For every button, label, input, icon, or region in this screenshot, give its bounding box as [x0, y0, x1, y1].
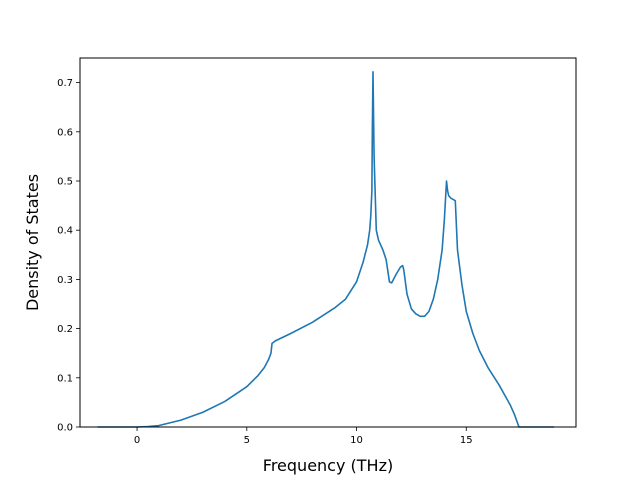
y-tick-label: 0.6 [57, 127, 73, 138]
y-tick-label: 0.1 [57, 373, 73, 384]
x-tick-label: 15 [460, 435, 473, 446]
x-axis-label: Frequency (THz) [263, 456, 393, 475]
x-tick-label: 5 [244, 435, 250, 446]
y-tick-label: 0.4 [57, 226, 73, 237]
x-tick-label: 10 [350, 435, 363, 446]
y-axis-label: Density of States [23, 174, 42, 311]
y-tick-label: 0.2 [57, 324, 73, 335]
y-tick-label: 0.5 [57, 177, 73, 188]
plot-layer [97, 70, 555, 428]
series-line-0 [97, 70, 555, 428]
plot-frame [79, 57, 577, 428]
ticks-layer: 0 5 10 15 0.0 0.1 0.2 0.3 0.4 0.5 0.6 0.7 [57, 78, 473, 446]
y-tick-label: 0.7 [57, 78, 73, 89]
x-tick-label: 0 [134, 435, 140, 446]
y-tick-label: 0.3 [57, 275, 73, 286]
y-tick-label: 0.0 [57, 423, 73, 434]
